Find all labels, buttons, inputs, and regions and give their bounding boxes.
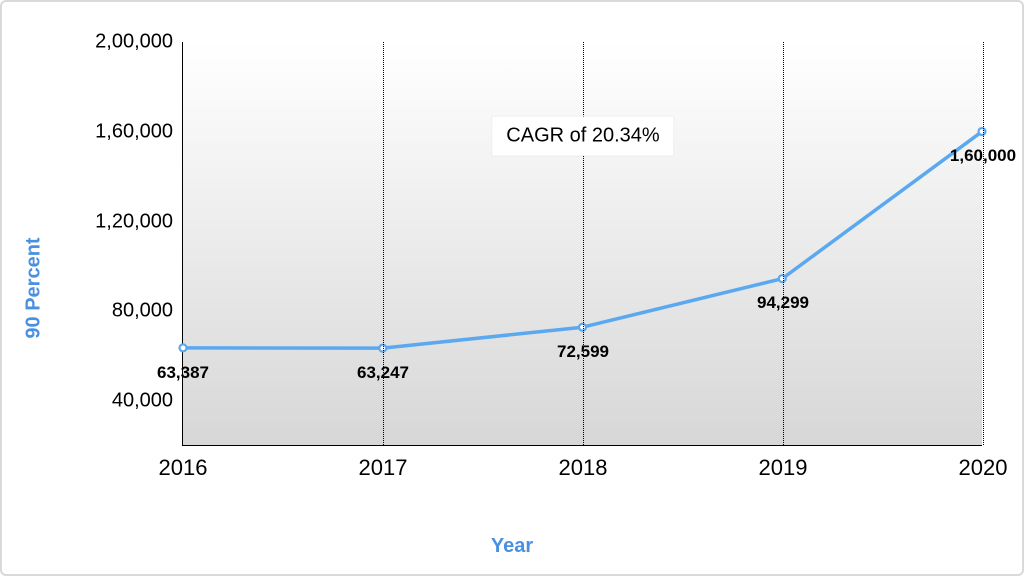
x-tick-label: 2019: [759, 455, 808, 481]
x-axis-label: Year: [491, 535, 533, 558]
y-tick-label: 1,60,000: [95, 120, 173, 143]
y-tick-label: 2,00,000: [95, 31, 173, 54]
x-axis-label-text: Year: [491, 535, 533, 557]
data-marker: [979, 128, 986, 135]
vertical-gridline: [583, 42, 584, 445]
vertical-gridline: [983, 42, 984, 445]
vertical-gridline: [383, 42, 384, 445]
chart-wrap: 40,00080,0001,20,0001,60,0002,00,0002016…: [92, 42, 982, 486]
data-point-label: 63,387: [157, 363, 209, 383]
y-axis-label-text: 90 Percent: [23, 237, 45, 338]
data-marker: [180, 344, 187, 351]
annotation-box: CAGR of 20.34%: [492, 117, 673, 156]
vertical-gridline: [783, 42, 784, 445]
plot-area: 40,00080,0001,20,0001,60,0002,00,0002016…: [182, 42, 982, 446]
x-tick-label: 2018: [559, 455, 608, 481]
x-tick-label: 2017: [359, 455, 408, 481]
y-axis-label: 90 Percent: [23, 237, 46, 338]
y-tick-label: 80,000: [112, 300, 173, 323]
data-point-label: 94,299: [757, 293, 809, 313]
y-tick-label: 40,000: [112, 390, 173, 413]
x-tick-label: 2020: [959, 455, 1008, 481]
y-tick-label: 1,20,000: [95, 210, 173, 233]
data-point-label: 72,599: [557, 342, 609, 362]
data-point-label: 63,247: [357, 363, 409, 383]
chart-frame: 90 Percent Year 40,00080,0001,20,0001,60…: [0, 0, 1024, 576]
data-point-label: 1,60,000: [950, 146, 1016, 166]
x-tick-label: 2016: [159, 455, 208, 481]
plot: 40,00080,0001,20,0001,60,0002,00,0002016…: [92, 42, 982, 486]
